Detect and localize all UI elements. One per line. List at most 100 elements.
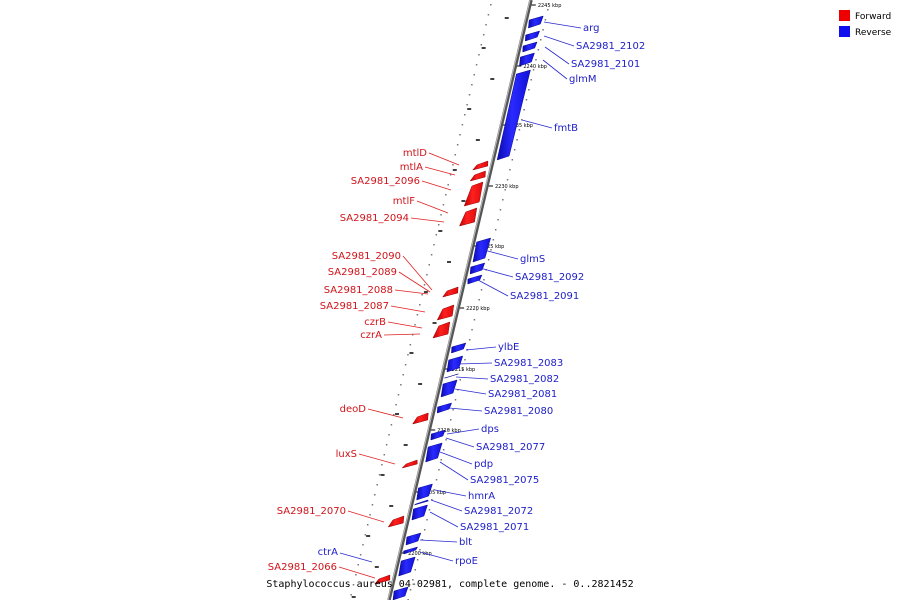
gene-label-dps[interactable]: dps (481, 424, 499, 435)
gene-label-sa2981-2096[interactable]: SA2981_2096 (351, 176, 420, 187)
gene-label-sa2981-2077[interactable]: SA2981_2077 (476, 442, 545, 453)
forward-gene-block[interactable] (469, 170, 486, 182)
reverse-gene-block[interactable] (425, 442, 443, 463)
reverse-label-leader (446, 428, 480, 435)
reverse-label-leader (542, 59, 568, 80)
reverse-gene-block[interactable] (522, 41, 538, 53)
forward-gene-block[interactable] (401, 459, 418, 469)
position-ticks: 2245 kbp 2240 kbp 2235 kbp 2230 kbp 2225 kbp… (399, 3, 561, 557)
scale-dot (352, 584, 355, 586)
scale-dot (378, 474, 381, 476)
reverse-label-leader (439, 461, 469, 481)
forward-gene-block[interactable] (374, 574, 391, 585)
gene-label-sa2981-2075[interactable]: SA2981_2075 (470, 475, 539, 486)
reverse-gene-block[interactable] (416, 483, 433, 501)
gene-label-sa2981-2072[interactable]: SA2981_2072 (464, 506, 533, 517)
scale-dot (416, 314, 419, 316)
forward-gene-block[interactable] (463, 181, 484, 207)
gene-label-sa2981-2071[interactable]: SA2981_2071 (460, 522, 529, 533)
forward-gene-block[interactable] (412, 412, 429, 425)
forward-gene-block[interactable] (387, 515, 405, 528)
forward-gene-block[interactable] (436, 304, 455, 321)
gene-label-glms[interactable]: glmS (520, 254, 545, 265)
gene-label-sa2981-2102[interactable]: SA2981_2102 (576, 41, 645, 52)
scale-dot (539, 39, 542, 41)
gene-label-sa2981-2089[interactable]: SA2981_2089 (328, 267, 397, 278)
reverse-gene-block[interactable] (469, 262, 486, 275)
gene-label-pdp[interactable]: pdp (474, 459, 493, 470)
gene-label-deod[interactable]: deoD (340, 404, 367, 415)
reverse-gene-block[interactable] (403, 546, 419, 555)
gene-label-sa2981-2083[interactable]: SA2981_2083 (494, 358, 563, 369)
gene-label-czra[interactable]: czrA (360, 330, 382, 341)
scale-dot (459, 379, 461, 381)
legend-swatch-reverse (839, 26, 850, 37)
gene-label-luxs[interactable]: luxS (336, 449, 357, 460)
scale-dot (437, 224, 440, 226)
gene-label-sa2981-2066[interactable]: SA2981_2066 (268, 562, 337, 573)
scale-dot (473, 74, 475, 76)
gene-label-sa2981-2081[interactable]: SA2981_2081 (488, 389, 557, 400)
reverse-gene-block[interactable] (436, 402, 453, 414)
gene-label-fmtb[interactable]: fmtB (554, 123, 578, 134)
gene-label-rpoe[interactable]: rpoE (455, 556, 478, 567)
gene-label-blt[interactable]: blt (459, 537, 472, 548)
reverse-gene-block[interactable] (496, 69, 531, 161)
reverse-gene-block[interactable] (467, 274, 483, 285)
scale-dot (468, 94, 471, 96)
scale-dot (482, 34, 485, 36)
scale-dot (428, 509, 431, 511)
gene-label-arg[interactable]: arg (583, 23, 599, 34)
gene-label-ctra[interactable]: ctrA (318, 547, 339, 558)
gene-label-czrb[interactable]: czrB (364, 317, 386, 328)
gene-label-sa2981-2087[interactable]: SA2981_2087 (320, 301, 389, 312)
scale-dot (475, 64, 478, 66)
reverse-label-leader (429, 511, 459, 528)
reverse-gene-block[interactable] (444, 373, 459, 379)
scale-dot (516, 139, 518, 141)
forward-gene-block[interactable] (459, 207, 478, 227)
reverse-gene-block[interactable] (519, 52, 535, 67)
scale-dot (419, 549, 421, 551)
gene-label-ylbe[interactable]: ylbE (498, 342, 519, 353)
scale-dot (376, 484, 378, 486)
reverse-gene-block[interactable] (411, 504, 428, 521)
reverse-gene-block[interactable] (405, 532, 422, 546)
gene-label-sa2981-2090[interactable]: SA2981_2090 (332, 251, 401, 262)
forward-label-leader (421, 180, 452, 191)
gene-label-sa2981-2082[interactable]: SA2981_2082 (490, 374, 559, 385)
reverse-gene-block[interactable] (451, 342, 467, 354)
forward-gene-block[interactable] (442, 286, 459, 298)
reverse-gene-block[interactable] (525, 30, 541, 42)
scale-dot (449, 174, 452, 176)
reverse-gene-block[interactable] (414, 499, 429, 506)
gene-label-hmra[interactable]: hmrA (468, 491, 495, 502)
reverse-gene-block[interactable] (446, 355, 464, 373)
tick-label: 2245 kbp (538, 3, 562, 9)
reverse-label-leader (455, 376, 489, 380)
gene-label-sa2981-2088[interactable]: SA2981_2088 (324, 285, 393, 296)
gene-label-glmm[interactable]: glmM (569, 74, 597, 85)
gene-label-mtla[interactable]: mtlA (400, 162, 423, 173)
reverse-gene-block[interactable] (528, 15, 544, 29)
gene-label-sa2981-2070[interactable]: SA2981_2070 (277, 506, 346, 517)
reverse-gene-block[interactable] (392, 586, 409, 600)
reverse-label-leader (419, 539, 458, 543)
gene-label-sa2981-2091[interactable]: SA2981_2091 (510, 291, 579, 302)
scale-dot (547, 9, 549, 11)
gene-label-mtld[interactable]: mtlD (403, 148, 427, 159)
gene-label-sa2981-2101[interactable]: SA2981_2101 (571, 59, 640, 70)
reverse-gene-block[interactable] (430, 429, 446, 441)
reverse-gene-block[interactable] (472, 237, 492, 263)
gene-label-sa2981-2092[interactable]: SA2981_2092 (515, 272, 584, 283)
gene-label-sa2981-2094[interactable]: SA2981_2094 (340, 213, 409, 224)
forward-gene-block[interactable] (432, 321, 451, 339)
scale-dot (459, 134, 461, 136)
gene-label-mtlf[interactable]: mtlF (393, 196, 415, 207)
gene-label-sa2981-2080[interactable]: SA2981_2080 (484, 406, 553, 417)
reverse-gene-block[interactable] (398, 556, 416, 577)
scale-dot (414, 324, 416, 326)
scale-dot (428, 264, 431, 266)
reverse-gene-block[interactable] (440, 379, 458, 398)
forward-gene-block[interactable] (472, 160, 489, 171)
